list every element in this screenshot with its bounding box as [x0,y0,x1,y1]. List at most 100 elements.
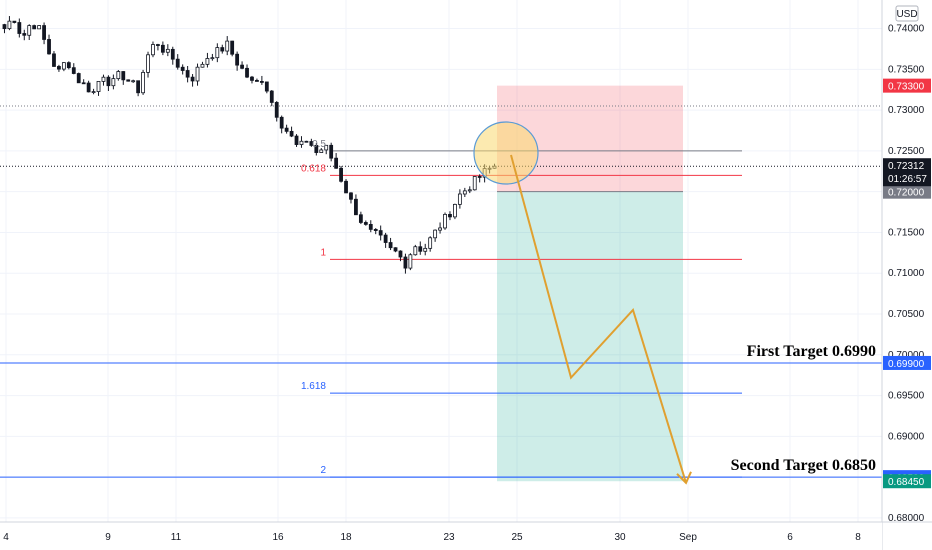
candle-body [2,24,7,30]
candle-body [477,176,482,178]
candle-body [279,116,284,129]
candle-body [383,234,388,243]
candle-body [264,81,269,92]
fib-label: 0.5 [312,139,326,150]
current-price-label: 0.72312 [888,161,925,172]
time-tick-label: 4 [3,532,9,543]
text-labels: 0.5 0.618 1 1.618 2 First Target 0.6990 Second… [301,139,876,476]
price-tick-label: 0.70500 [888,309,925,320]
candle-body [403,256,408,269]
price-tick-label: 0.69500 [888,391,925,402]
candle-body [354,198,358,216]
candle-body [304,140,309,143]
candle-body [358,214,363,223]
candle-body [210,57,215,60]
candle-body [200,63,205,68]
take-profit-zone [497,191,683,482]
candle-body [205,58,210,65]
candle-body [76,73,81,84]
candle-body [453,203,457,218]
candle-body [7,20,12,30]
candle-body [240,64,244,69]
candle-body [255,79,259,82]
price-tick-label: 0.71500 [888,227,925,238]
price-tick-label: 0.68000 [888,513,925,524]
candle-body [448,213,452,218]
candle-body [66,62,71,69]
candle-body [96,81,101,92]
price-tick-label: 0.74000 [888,24,925,35]
candle-body [388,242,393,249]
candle-body [17,22,22,34]
price-tick-label: 0.73500 [888,64,925,75]
candle-body [245,67,249,78]
candle-body [418,246,423,252]
candle-body [61,62,66,70]
candle-body [274,102,279,118]
candle-body [433,229,438,239]
candle-body [368,224,373,230]
time-axis-bg [0,522,882,550]
candle-body [175,58,180,68]
time-tick-label: 18 [340,532,352,543]
candle-body [42,25,46,40]
current-price-badge [883,158,931,187]
candle-body [106,76,111,87]
candle-body [413,246,418,256]
candle-body [121,71,126,81]
time-tick-label: Sep [679,532,697,543]
candle-body [215,47,220,59]
time-tick-label: 9 [105,532,111,543]
horizontal-lines [0,105,882,478]
time-tick-label: 30 [614,532,626,543]
arrow-head [676,471,692,485]
price-badge-label: 0.73300 [888,82,925,93]
candle-body [467,189,472,192]
price-tick-label: 0.69000 [888,431,925,442]
target-label-1: First Target 0.6990 [747,343,876,360]
candle-body [111,78,116,87]
currency-label[interactable]: USD [896,9,917,20]
candle-body [52,53,56,67]
candle-body [299,140,304,145]
candle-body [141,71,145,94]
candle-body [363,222,368,225]
price-tick-label: 0.73000 [888,105,925,116]
candle-body [294,135,299,145]
highlight-circle [473,121,539,185]
candle-body [269,90,274,103]
candle-body [324,144,329,151]
price-tick-label: 0.70000 [888,350,925,361]
candle-body [116,71,121,80]
candle-body [230,40,235,55]
candle-body [339,167,343,182]
time-tick-label: 11 [171,532,182,543]
candle-body [136,80,141,94]
currency-badge[interactable] [895,5,919,22]
time-tick-label: 8 [855,532,861,543]
target-label-2: Second Target 0.6850 [731,457,876,474]
candle-body [334,157,339,169]
time-tick-label: 23 [443,532,455,543]
candle-body [259,81,264,83]
candle-body [408,254,413,269]
price-badge-label: 0.68450 [888,477,925,488]
candle-body [91,91,96,93]
candle-body [195,66,200,82]
projection-arrow [510,154,687,484]
time-tick-label: 6 [787,532,793,543]
time-axis[interactable]: 4 9 11 16 18 23 25 30 Sep 6 8 [0,521,932,550]
candle-body [443,213,447,229]
time-tick-label: 16 [272,532,284,543]
price-axis[interactable]: USD 0.74000 0.73500 0.73000 0.72500 0.72000 0.… [881,0,932,550]
candle-body [235,53,240,66]
candle-body [86,82,91,93]
fib-label: 1.618 [301,381,326,392]
price-tick-label: 0.72500 [888,146,925,157]
price-badge [883,78,931,93]
candle-body [289,130,294,137]
candle-body [190,76,195,82]
candle-body [160,44,165,53]
candle-body [185,70,190,78]
